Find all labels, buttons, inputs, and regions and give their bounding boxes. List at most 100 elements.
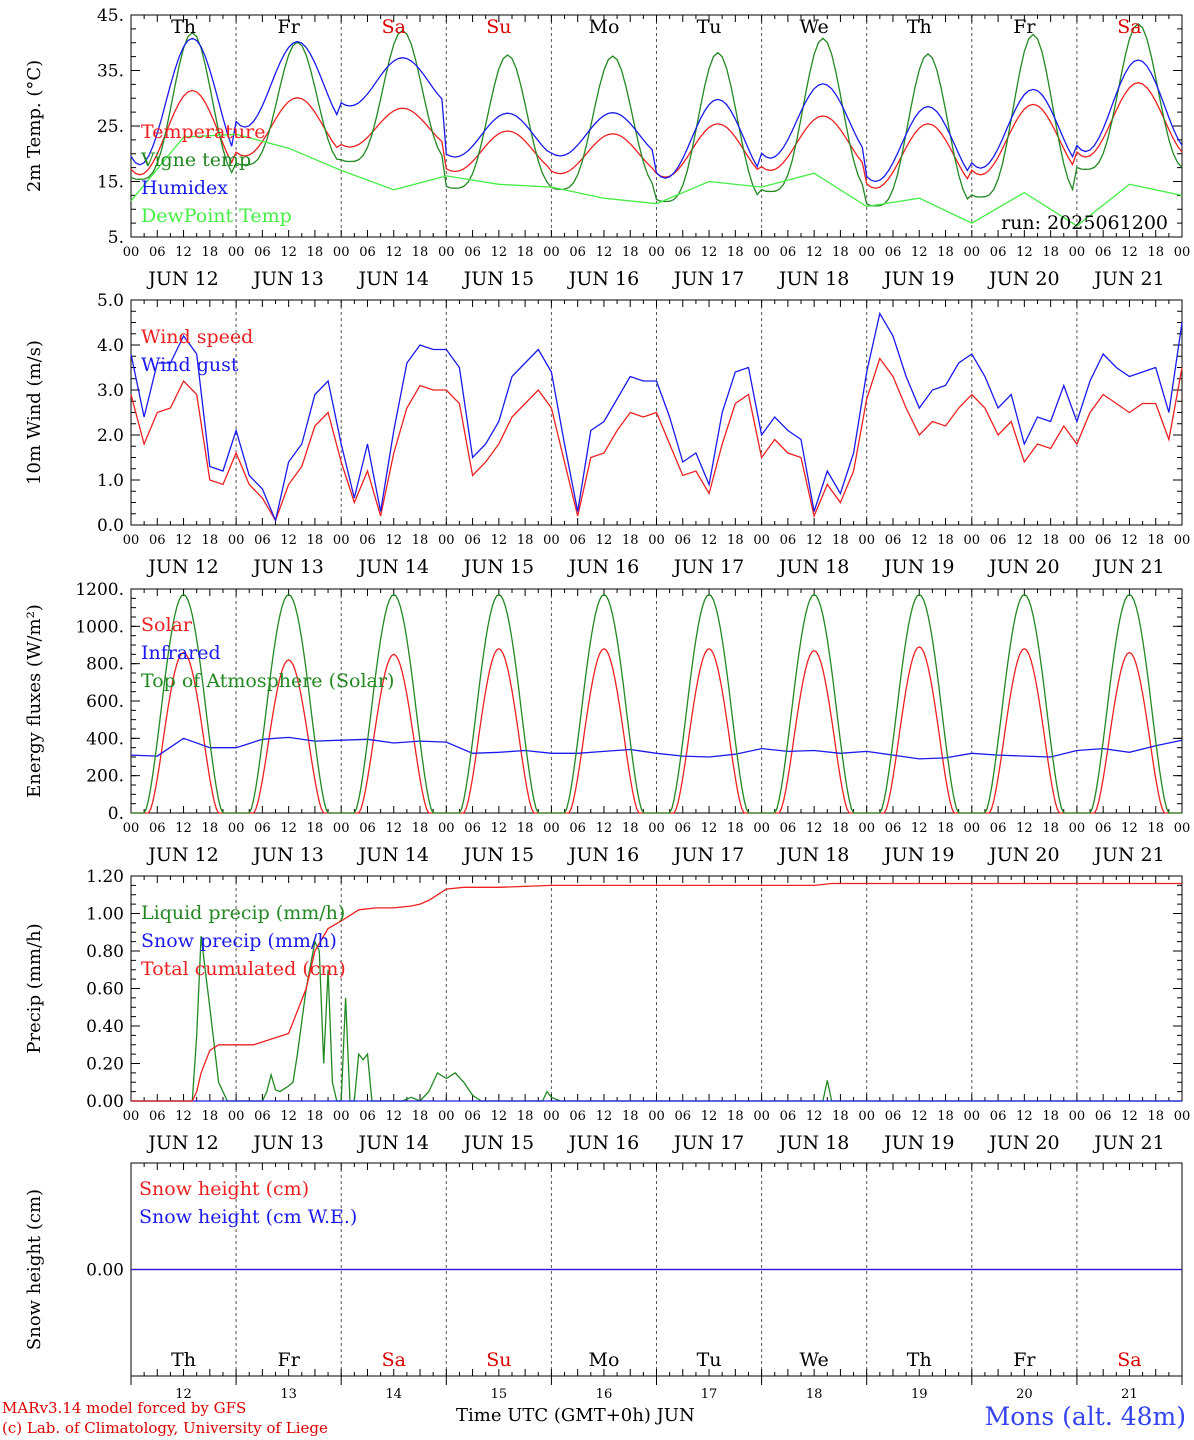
flux-hour-label: 12: [806, 821, 823, 836]
flux-hour-label: 18: [202, 821, 219, 836]
day-name-top: Th: [907, 16, 932, 38]
wind-hour-label: 06: [885, 533, 902, 548]
precip-hour-label: 18: [517, 1109, 534, 1124]
precip-y-tick-label: 1.00: [86, 905, 124, 925]
flux-date-label: JUN 18: [777, 844, 849, 866]
precip-hour-label: 06: [149, 1109, 166, 1124]
precip-date-label: JUN 19: [882, 1132, 954, 1154]
flux-hour-label: 06: [254, 821, 271, 836]
precip-hour-label: 12: [911, 1109, 928, 1124]
wind-y-tick-label: 2.0: [97, 426, 124, 446]
flux-hour-label: 18: [622, 821, 639, 836]
temp-y-tick-label: 15.: [97, 173, 124, 193]
temp-y-tick-label: 45.: [97, 6, 124, 26]
temp-hour-label: 06: [254, 245, 271, 260]
wind-date-label: JUN 18: [777, 556, 849, 578]
day-name-bottom: Th: [171, 1349, 196, 1371]
wind-y-tick-label: 0.0: [97, 516, 124, 536]
precip-y-tick-label: 0.00: [86, 1092, 124, 1112]
temp-hour-label: 00: [858, 245, 875, 260]
flux-y-tick-label: 800.: [86, 655, 124, 675]
precip-y-tick-label: 0.20: [86, 1055, 124, 1075]
temp-y-axis-label: 2m Temp. (°C): [24, 60, 45, 192]
flux-y-tick-label: 1000.: [75, 617, 124, 637]
wind-hour-label: 06: [149, 533, 166, 548]
wind-hour-label: 06: [254, 533, 271, 548]
wind-date-label: JUN 21: [1092, 556, 1164, 578]
precip-hour-label: 00: [333, 1109, 350, 1124]
precip-hour-label: 12: [806, 1109, 823, 1124]
day-number-bottom: 18: [806, 1387, 823, 1402]
precip-hour-label: 12: [491, 1109, 508, 1124]
day-name-bottom: Fr: [1013, 1349, 1036, 1371]
legend-total-cumulated-cm: Total cumulated (cm): [141, 958, 346, 980]
flux-hour-label: 00: [648, 821, 665, 836]
day-name-bottom: We: [800, 1349, 829, 1371]
flux-y-tick-label: 1200.: [75, 580, 124, 600]
flux-date-label: JUN 21: [1092, 844, 1164, 866]
legend-humidex: Humidex: [141, 177, 228, 199]
flux-hour-label: 12: [701, 821, 718, 836]
temp-hour-label: 12: [491, 245, 508, 260]
temp-hour-label: 06: [780, 245, 797, 260]
temp-hour-label: 06: [569, 245, 586, 260]
flux-hour-label: 06: [1095, 821, 1112, 836]
precip-hour-label: 18: [412, 1109, 429, 1124]
temp-hour-label: 12: [806, 245, 823, 260]
temp-hour-label: 18: [1042, 245, 1059, 260]
temp-hour-label: 06: [885, 245, 902, 260]
flux-date-label: JUN 12: [146, 844, 218, 866]
temp-hour-label: 00: [753, 245, 770, 260]
snow-y-axis-label: Snow height (cm): [24, 1189, 45, 1350]
wind-hour-label: 18: [517, 533, 534, 548]
day-number-bottom: 16: [596, 1387, 613, 1402]
temp-hour-label: 18: [307, 245, 324, 260]
wind-date-label: JUN 14: [357, 556, 429, 578]
day-number-bottom: 12: [175, 1387, 192, 1402]
temp-hour-label: 18: [412, 245, 429, 260]
wind-y-tick-label: 5.0: [97, 291, 124, 311]
wind-hour-label: 00: [1174, 533, 1191, 548]
flux-hour-label: 00: [858, 821, 875, 836]
flux-hour-label: 06: [675, 821, 692, 836]
day-name-top: Mo: [588, 16, 619, 38]
precip-hour-label: 12: [701, 1109, 718, 1124]
wind-hour-label: 00: [648, 533, 665, 548]
precip-hour-label: 00: [964, 1109, 981, 1124]
flux-hour-label: 12: [385, 821, 402, 836]
day-name-bottom: Th: [907, 1349, 932, 1371]
wind-series-wind-gust: [130, 311, 1183, 523]
wind-hour-label: 12: [701, 533, 718, 548]
temp-hour-label: 12: [1121, 245, 1138, 260]
wind-hour-label: 00: [543, 533, 560, 548]
wind-hour-label: 12: [1016, 533, 1033, 548]
temp-hour-label: 06: [464, 245, 481, 260]
day-name-top: Fr: [278, 16, 301, 38]
temp-date-label: JUN 13: [251, 268, 323, 290]
legend-snow-height-cm-w-e: Snow height (cm W.E.): [139, 1206, 357, 1228]
precip-hour-label: 18: [1147, 1109, 1164, 1124]
wind-date-label: JUN 15: [462, 556, 534, 578]
temp-hour-label: 18: [937, 245, 954, 260]
wind-hour-label: 06: [675, 533, 692, 548]
precip-hour-label: 00: [648, 1109, 665, 1124]
temp-date-label: JUN 18: [777, 268, 849, 290]
wind-hour-label: 12: [596, 533, 613, 548]
wind-date-label: JUN 19: [882, 556, 954, 578]
precip-date-label: JUN 14: [357, 1132, 429, 1154]
precip-hour-label: 00: [438, 1109, 455, 1124]
flux-hour-label: 18: [517, 821, 534, 836]
legend-infrared: Infrared: [141, 642, 221, 664]
temp-y-tick-label: 5.: [108, 228, 124, 248]
wind-hour-label: 18: [832, 533, 849, 548]
day-name-top: Su: [486, 16, 511, 38]
flux-y-tick-label: 200.: [86, 767, 124, 787]
wind-hour-label: 18: [1042, 533, 1059, 548]
temp-date-label: JUN 12: [146, 268, 218, 290]
flux-hour-label: 06: [780, 821, 797, 836]
wind-hour-label: 12: [911, 533, 928, 548]
precip-date-label: JUN 20: [987, 1132, 1059, 1154]
day-name-top: Sa: [382, 16, 406, 38]
temp-hour-label: 00: [438, 245, 455, 260]
